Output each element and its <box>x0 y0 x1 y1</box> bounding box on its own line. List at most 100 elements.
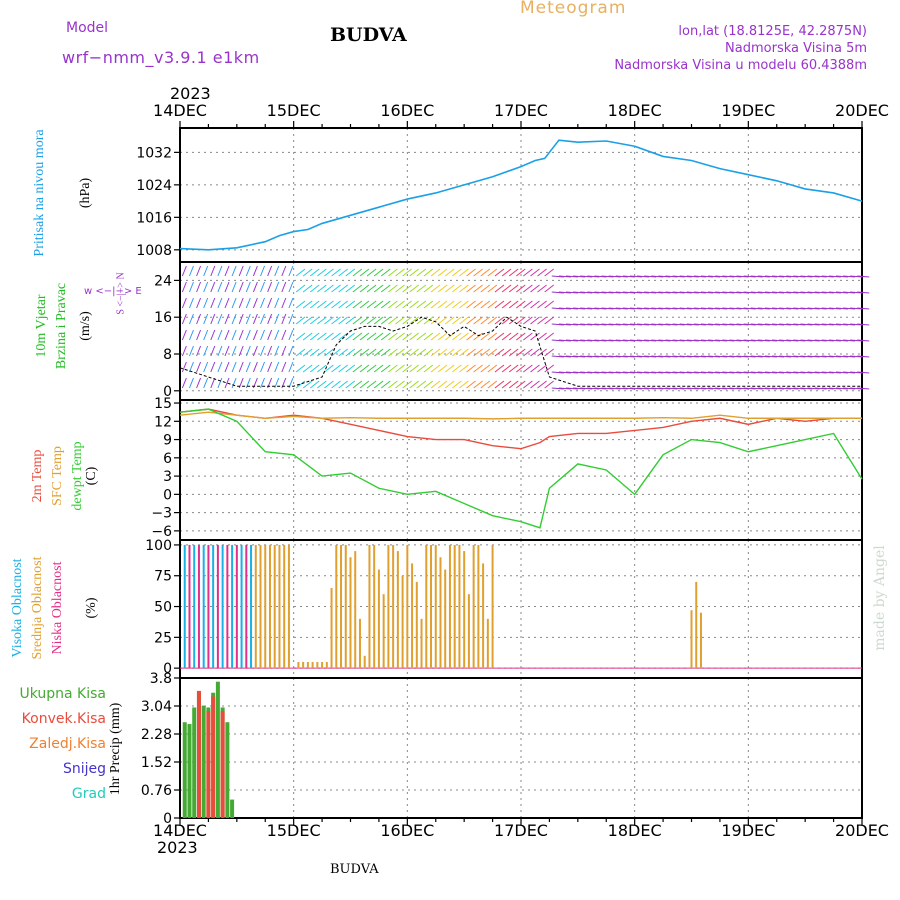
wind-arrow <box>281 361 287 373</box>
wind-arrow <box>757 387 770 390</box>
wind-arrow <box>487 268 498 277</box>
wind-arrow <box>793 323 806 326</box>
wind-arrow <box>210 313 216 325</box>
wind-arrow <box>615 291 628 294</box>
wind-arrow <box>629 371 642 374</box>
wind-arrow <box>309 268 320 277</box>
wind-arrow <box>708 323 721 326</box>
wind-arrow <box>615 387 628 390</box>
wind-arrow <box>700 371 714 374</box>
wind-arrow <box>302 364 313 373</box>
wind-arrow <box>672 355 685 358</box>
wind-arrow <box>416 348 427 357</box>
wind-arrow <box>644 323 657 326</box>
wind-arrow <box>757 291 770 294</box>
wind-arrow <box>644 371 657 374</box>
wind-arrow <box>231 329 237 341</box>
wind-arrow <box>608 355 621 358</box>
precip-ytick-label: 0.76 <box>141 783 172 799</box>
wind-arrow <box>565 323 579 326</box>
wind-arrow <box>530 364 540 373</box>
cloud-mid-bar <box>335 544 338 669</box>
precip-total-bar <box>215 681 220 818</box>
wind-arrow <box>395 268 405 277</box>
wind-arrow <box>508 284 519 293</box>
wind-arrow <box>487 300 498 309</box>
wind-arrow <box>274 281 280 293</box>
wind-arrow <box>658 355 671 358</box>
wind-arrow <box>651 339 664 342</box>
wind-arrow <box>708 371 721 374</box>
wind-arrow <box>644 307 657 310</box>
cloud-mid-bar <box>690 610 693 669</box>
wind-arrow <box>551 291 564 294</box>
wind-arrow <box>629 307 642 310</box>
wind-arrow <box>622 355 635 358</box>
wind-arrow <box>800 387 813 390</box>
wind-arrow <box>700 323 714 326</box>
wind-arrow <box>309 316 320 325</box>
wind-arrow <box>487 380 498 389</box>
wind-arrow <box>835 371 848 374</box>
cloud-high-bar <box>212 544 215 669</box>
cloud-mid-bar <box>264 544 267 669</box>
bottom-xtick-label: 18DEC <box>608 821 662 840</box>
wind-arrow <box>736 355 749 358</box>
wind-arrow <box>686 387 699 390</box>
wind-arrow <box>181 281 187 293</box>
wind-arrow <box>324 284 334 293</box>
wind-arrow <box>309 380 320 389</box>
wind-arrow <box>515 316 526 325</box>
wind-arrow <box>409 284 420 293</box>
wind-arrow <box>615 355 628 358</box>
wind-arrow <box>238 281 244 293</box>
wind-arrow <box>651 387 664 390</box>
wind-arrow <box>686 355 699 358</box>
wind-arrow <box>345 300 356 309</box>
legend-total-rain: Ukupna Kisa <box>19 686 106 702</box>
wind-arrow <box>537 332 547 341</box>
wind-arrow <box>288 265 294 277</box>
wind-arrow <box>224 329 230 341</box>
wind-arrow <box>416 284 427 293</box>
wind-arrow <box>189 329 194 341</box>
wind-arrow <box>523 380 533 389</box>
cloud-mid-bar <box>358 618 361 669</box>
wind-arrow <box>715 371 728 374</box>
wind-arrow <box>480 380 491 389</box>
wind-arrow <box>302 268 313 277</box>
wind-arrow <box>736 387 749 390</box>
wind-ytick-label: 0 <box>163 384 172 400</box>
precip-ytick-label: 0 <box>163 811 172 827</box>
cloud-mid-bar <box>306 661 309 669</box>
wind-arrow <box>679 339 692 342</box>
wind-arrow <box>494 364 505 373</box>
wind-arrow <box>309 284 320 293</box>
wind-arrow <box>508 316 519 325</box>
cloud-mid-bar <box>439 557 442 669</box>
wind-arrow <box>444 268 455 277</box>
wind-arrow <box>793 355 806 358</box>
wind-arrow <box>409 348 420 357</box>
wind-frame <box>179 261 863 401</box>
wind-arrow <box>395 364 405 373</box>
wind-arrow <box>338 332 348 341</box>
pressure-ytick-label: 1008 <box>136 243 172 259</box>
wind-arrow <box>686 339 699 342</box>
precip-convective-bar <box>220 711 225 818</box>
wind-arrow <box>444 380 455 389</box>
wind-arrow <box>274 313 280 325</box>
wind-arrow <box>793 275 806 278</box>
wind-arrow <box>743 371 756 374</box>
wind-arrow <box>380 332 391 341</box>
model-altitude-text: Nadmorska Visina u modelu 60.4388m <box>614 58 867 73</box>
wind-arrow <box>779 323 792 326</box>
wind-arrow <box>743 387 756 390</box>
wind-arrow <box>508 332 519 341</box>
bottom-xtick-label: 17DEC <box>494 821 548 840</box>
wind-arrow <box>750 291 763 294</box>
wind-arrow <box>459 284 469 293</box>
precip-ytick-label: 1.52 <box>141 755 172 771</box>
wind-arrow <box>814 275 827 278</box>
